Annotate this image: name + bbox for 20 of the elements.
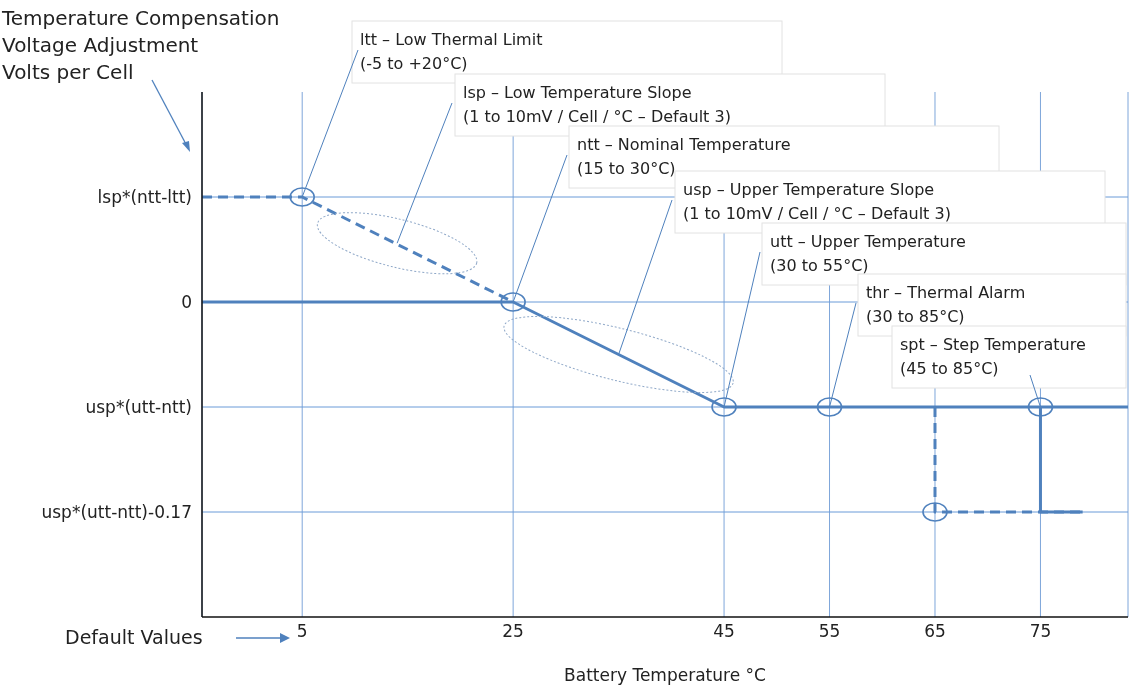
x-tick-label: 75 bbox=[1029, 621, 1052, 642]
ref-line-label: 0 bbox=[181, 292, 192, 312]
annotation: usp – Upper Temperature Slope (1 to 10mV / Cell / °C – Default 3) bbox=[683, 180, 951, 223]
ref-line-label: usp*(utt-ntt) bbox=[85, 397, 192, 417]
x-tick-label: 55 bbox=[818, 621, 841, 642]
x-tick-label: 5 bbox=[296, 621, 308, 642]
text: Temperature Compensation Voltage Adjustment Volts per Cell bbox=[1, 6, 280, 84]
x-tick-label: 25 bbox=[502, 621, 524, 642]
x-axis-title: Battery Temperature °C bbox=[564, 665, 766, 685]
annotation: spt – Step Temperature (45 to 85°C) bbox=[900, 335, 1086, 378]
x-tick-label: 45 bbox=[713, 621, 735, 642]
ref-line-label: usp*(utt-ntt)-0.17 bbox=[41, 502, 192, 522]
ref-line-label: lsp*(ntt-ltt) bbox=[97, 187, 192, 207]
annotation: ltt – Low Thermal Limit (-5 to +20°C) bbox=[360, 30, 543, 73]
annotation: utt – Upper Temperature (30 to 55°C) bbox=[770, 232, 966, 275]
annotation: lsp – Low Temperature Slope (1 to 10mV / Cell / °C – Default 3) bbox=[463, 83, 731, 126]
text: Default Values bbox=[65, 626, 203, 648]
annotation: thr – Thermal Alarm (30 to 85°C) bbox=[866, 283, 1026, 326]
x-tick-label: 65 bbox=[924, 621, 946, 642]
annotation: ntt – Nominal Temperature (15 to 30°C) bbox=[577, 135, 791, 178]
